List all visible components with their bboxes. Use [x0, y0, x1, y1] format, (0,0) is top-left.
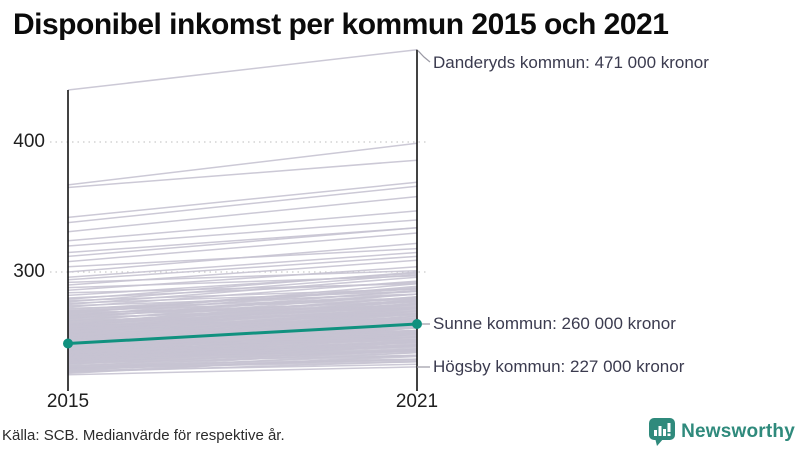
y-axis-tick-400: 400 — [13, 131, 45, 152]
x-axis-label-2021: 2021 — [395, 391, 439, 412]
newsworthy-bubble-chart-icon — [649, 417, 676, 446]
annotation-hogsby: Högsby kommun: 227 000 kronor — [433, 357, 685, 376]
chart-title: Disponibel inkomst per kommun 2015 och 2… — [13, 8, 669, 41]
brand-name: Newsworthy — [681, 421, 795, 442]
y-axis-tick-300: 300 — [13, 261, 45, 282]
newsworthy-logo[interactable]: Newsworthy — [649, 417, 795, 447]
source-note: Källa: SCB. Medianvärde för respektive å… — [2, 427, 285, 444]
x-axis-label-2015: 2015 — [46, 391, 90, 412]
annotation-danderyd: Danderyds kommun: 471 000 kronor — [433, 53, 709, 72]
annotation-sunne: Sunne kommun: 260 000 kronor — [433, 314, 676, 333]
